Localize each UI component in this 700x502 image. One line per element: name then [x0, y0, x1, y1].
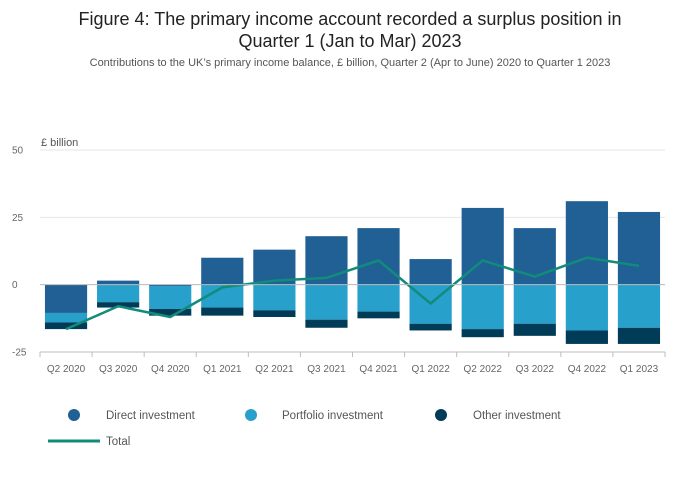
bar	[253, 284, 296, 311]
legend-label: Other investment	[473, 410, 561, 422]
chart-subtitle: Contributions to the UK’s primary income…	[89, 57, 611, 69]
x-tick-label: Q4 2022	[568, 364, 607, 375]
bar	[149, 286, 192, 309]
y-axis-label: £ billion	[41, 137, 78, 149]
bar	[513, 228, 556, 285]
bar	[409, 259, 452, 285]
legend-marker	[245, 409, 257, 421]
chart-title: Figure 4: The primary income account rec…	[0, 8, 700, 52]
total-line	[65, 256, 640, 331]
chart-title-line2: Quarter 1 (Jan to Mar) 2023	[238, 31, 462, 51]
bar	[617, 284, 661, 328]
bar	[149, 284, 192, 287]
legend-marker	[435, 409, 447, 421]
bar	[201, 257, 244, 285]
bar	[305, 284, 348, 320]
x-tick-label: Q3 2022	[516, 364, 555, 375]
bar-series	[44, 201, 661, 344]
bar	[565, 201, 608, 285]
y-tick-label: 0	[12, 280, 18, 291]
bar	[513, 284, 556, 324]
legend-marker	[68, 409, 80, 421]
bar	[44, 322, 88, 330]
bar	[409, 323, 452, 331]
bar	[97, 302, 140, 308]
bar	[565, 284, 608, 331]
y-tick-label: 50	[12, 146, 24, 157]
bar	[44, 284, 88, 313]
bar	[97, 284, 140, 303]
x-tick-label: Q2 2020	[47, 364, 86, 375]
x-tick-label: Q4 2020	[151, 364, 190, 375]
x-tick-label: Q2 2022	[464, 364, 503, 375]
bar	[461, 329, 504, 338]
bar	[617, 211, 661, 285]
line-series	[65, 256, 640, 331]
bar	[357, 311, 400, 319]
bar	[513, 323, 556, 336]
x-tick-label: Q1 2022	[411, 364, 450, 375]
bar	[617, 327, 661, 344]
legend: Direct investment Portfolio investment Oth…	[48, 409, 561, 448]
y-tick-label: -25	[12, 348, 27, 359]
x-tick-label: Q2 2021	[255, 364, 294, 375]
axes: -25 0 25 50 £ billion Q2 2020 Q3 2020 Q4 2020 Q1…	[12, 137, 666, 375]
x-tick-label: Q1 2023	[620, 364, 659, 375]
x-tick-label: Q1 2021	[203, 364, 242, 375]
bar	[357, 284, 400, 312]
y-tick-label: 25	[12, 213, 24, 224]
chart-title-line1: Figure 4: The primary income account rec…	[78, 9, 622, 29]
x-tick-label: Q3 2021	[307, 364, 346, 375]
bar	[305, 319, 348, 328]
legend-label: Direct investment	[106, 410, 196, 422]
bar	[565, 330, 608, 344]
bar	[461, 284, 504, 330]
x-tick-label: Q3 2020	[99, 364, 138, 375]
bar	[253, 310, 296, 317]
bar	[201, 284, 244, 308]
x-tick-label: Q4 2021	[359, 364, 398, 375]
bar	[97, 280, 140, 285]
legend-label: Portfolio investment	[282, 410, 384, 422]
bar	[201, 307, 244, 316]
legend-label: Total	[106, 436, 130, 448]
bar	[149, 308, 192, 316]
bar	[357, 228, 400, 285]
bar	[44, 312, 88, 323]
bar	[305, 236, 348, 285]
